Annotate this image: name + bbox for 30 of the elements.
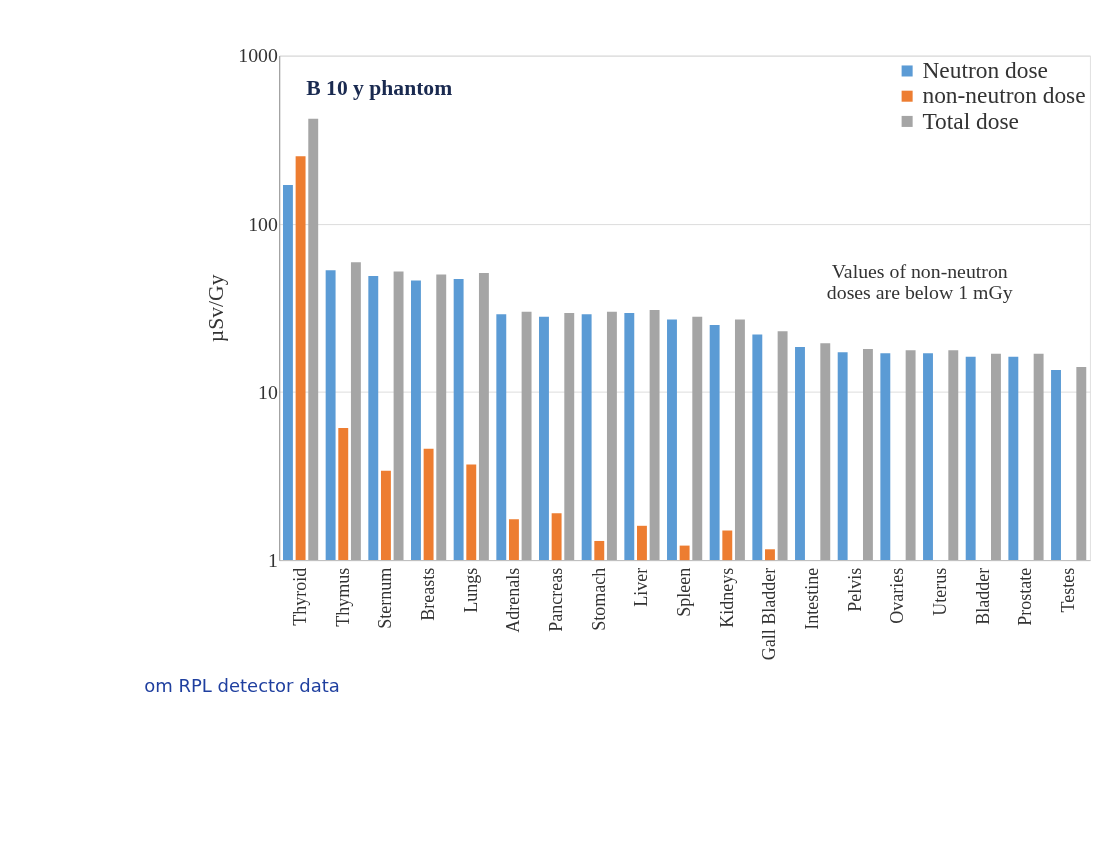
x-tick-label: Sternum — [375, 567, 396, 629]
x-tick-label: Prostate — [1015, 567, 1036, 626]
legend-label: Total dose — [922, 107, 1019, 134]
text: B 10 y phantom — [306, 76, 453, 101]
text: om RPL detector data — [144, 674, 340, 696]
y-tick-label: 10 — [258, 380, 278, 403]
y-axis-title: µSv/Gy — [203, 274, 228, 343]
legend-label: Neutron dose — [922, 57, 1048, 84]
x-tick-label: Gall Bladder — [759, 567, 780, 661]
x-tick-label: Pelvis — [844, 567, 865, 612]
x-tick-label: Thymus — [332, 567, 353, 627]
annotation: Values of non-neutron doses are below 1 mGy — [826, 259, 1013, 304]
x-tick-label: Adrenals — [503, 567, 524, 633]
x-tick-label: Bladder — [972, 567, 993, 625]
y-tick-label: 1 — [268, 548, 278, 571]
x-tick-label: Breasts — [418, 567, 439, 621]
x-tick-label: Ovaries — [887, 567, 908, 624]
y-tick-label: 100 — [248, 212, 278, 235]
x-tick-label: Uterus — [930, 567, 951, 616]
x-tick-label: Lungs — [460, 567, 481, 613]
y-tick-label: 1000 — [238, 44, 278, 67]
legend-label: non-neutron dose — [922, 82, 1086, 109]
x-tick-label: Kidneys — [716, 567, 737, 628]
x-tick-label: Thyroid — [289, 567, 310, 626]
x-tick-label: Intestine — [802, 567, 823, 630]
x-tick-label: Liver — [631, 567, 652, 607]
x-tick-label: Spleen — [674, 567, 695, 617]
x-tick-label: Testes — [1058, 567, 1079, 613]
x-tick-label: Pancreas — [546, 567, 567, 632]
x-tick-label: Stomach — [588, 567, 609, 631]
